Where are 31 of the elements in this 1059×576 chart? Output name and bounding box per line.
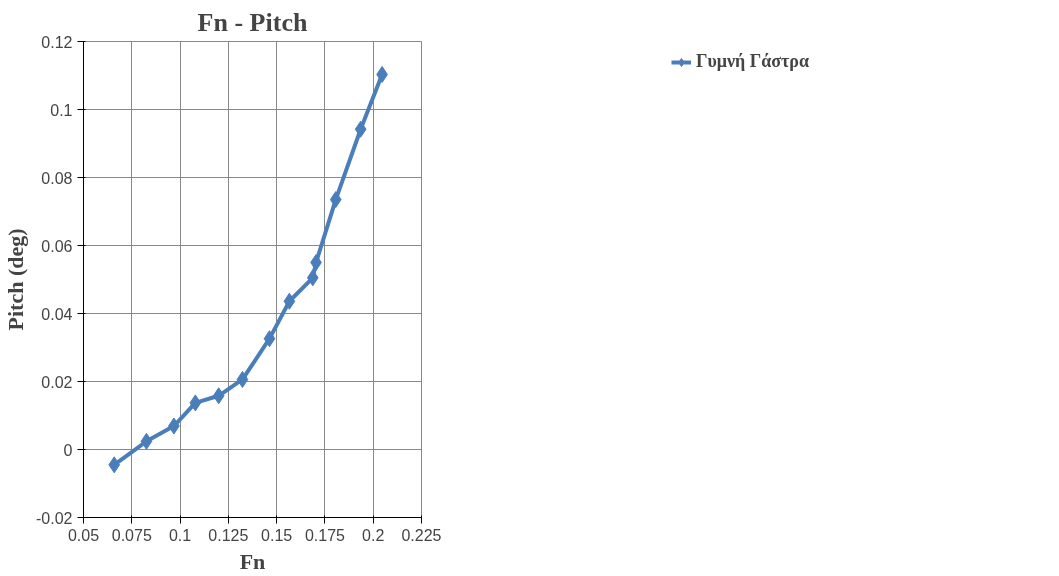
y-tick-label: 0.04 — [41, 305, 73, 323]
point — [306, 269, 319, 287]
x-axis-title: Fn — [239, 548, 266, 574]
x-tick-label: 0.2 — [362, 526, 385, 544]
y-tick-label: 0.06 — [41, 237, 73, 255]
point — [329, 191, 342, 209]
point — [263, 330, 276, 348]
y-tick-label: 0 — [63, 441, 73, 459]
x-tick-label: 0.05 — [67, 526, 100, 544]
x-tick-label: 0.225 — [401, 526, 442, 544]
x-tick-label: 0.175 — [304, 526, 346, 544]
point — [212, 387, 225, 405]
y-axis-title: Pitch (deg) — [3, 228, 29, 331]
point — [108, 456, 121, 474]
legend-label: Γυμνή Γάστρα — [695, 51, 810, 72]
y-tick-label: 0.02 — [41, 373, 73, 391]
chart-title: Fn - Pitch — [197, 7, 308, 37]
y-tick-label: 0.12 — [41, 33, 73, 51]
y-tick-label: -0.02 — [36, 509, 73, 527]
point — [283, 292, 296, 310]
x-tick-label: 0.125 — [208, 526, 249, 544]
point — [189, 394, 202, 412]
x-tick-label: 0.1 — [168, 526, 192, 544]
y-tick-label: 0.1 — [50, 101, 73, 119]
x-tick-label: 0.15 — [261, 526, 293, 544]
y-tick-label: 0.08 — [41, 169, 73, 187]
x-tick-label: 0.075 — [111, 526, 152, 544]
point — [310, 254, 322, 271]
point — [354, 120, 367, 138]
point — [140, 432, 153, 450]
point — [236, 370, 249, 388]
